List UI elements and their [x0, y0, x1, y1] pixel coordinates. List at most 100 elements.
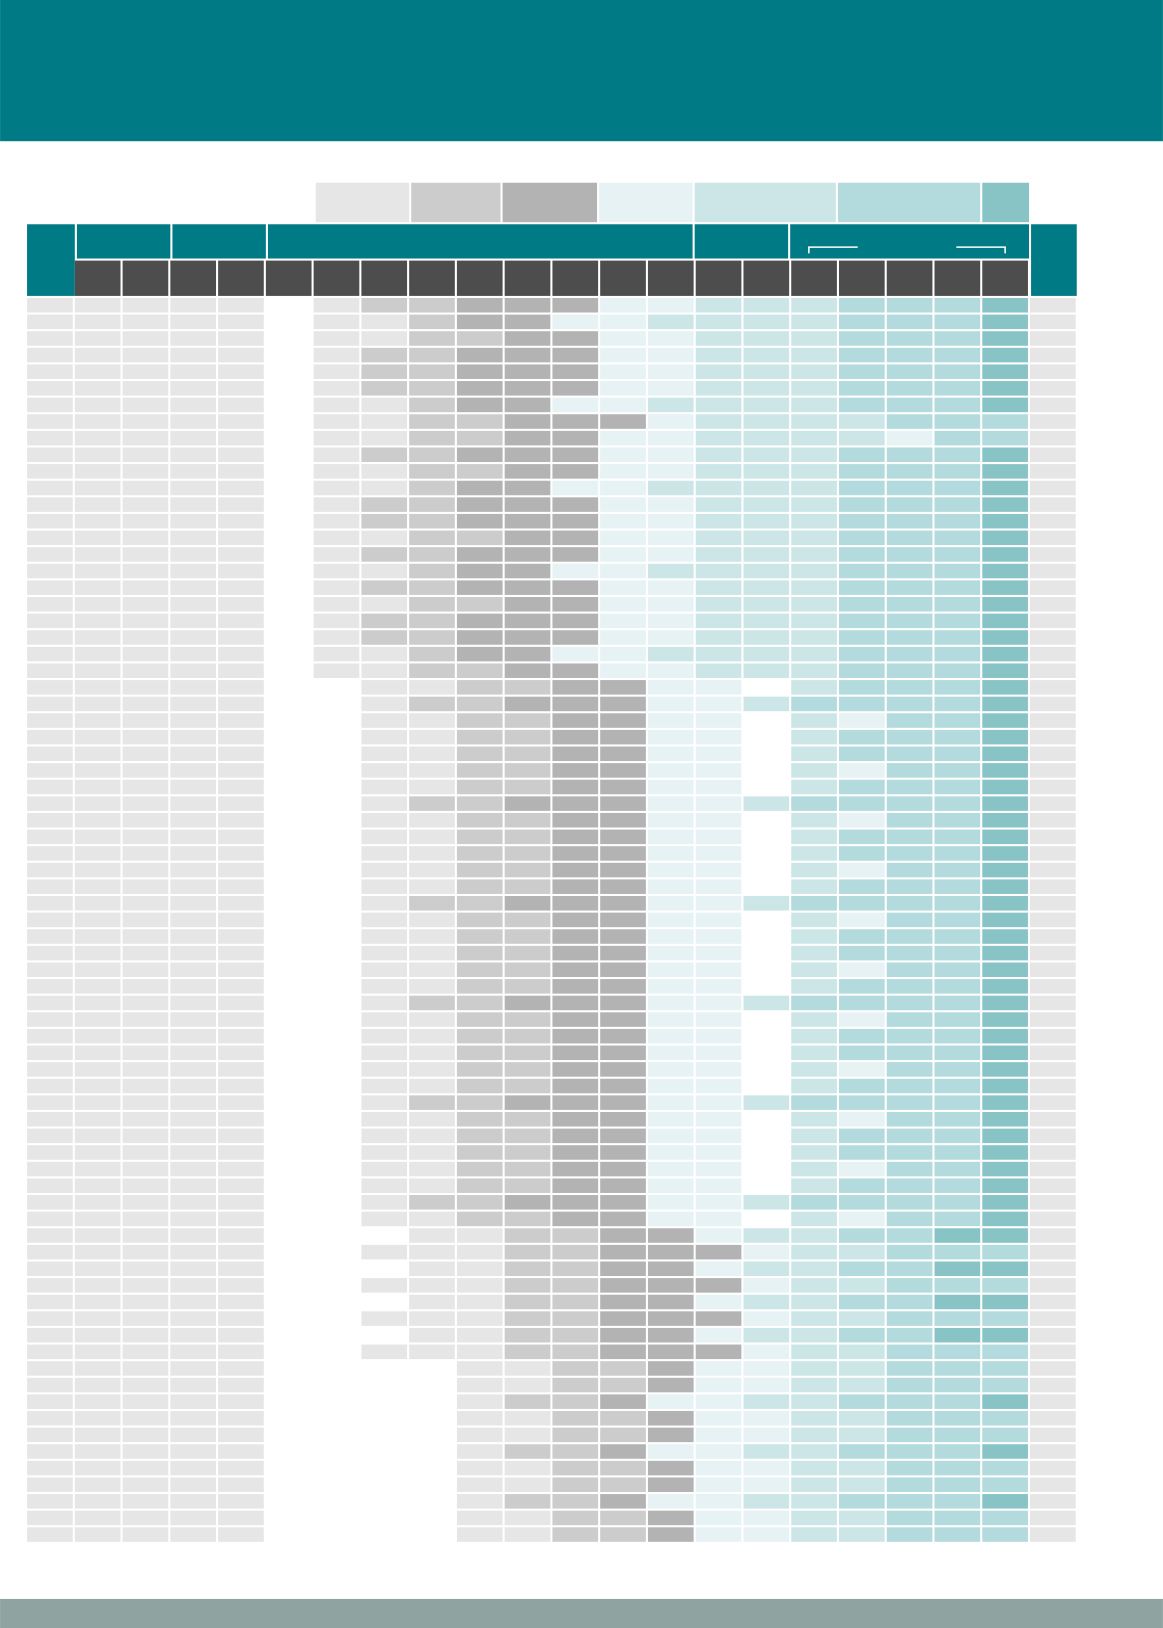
row-cell	[886, 696, 933, 712]
row-cell	[74, 763, 121, 778]
row-cell	[600, 1444, 646, 1459]
row-cell	[218, 862, 264, 878]
row-cell	[504, 513, 551, 529]
row-cell	[170, 896, 217, 911]
row-cell	[647, 879, 694, 894]
subheader-cell	[409, 260, 455, 296]
row-cell	[409, 397, 455, 413]
row-cell	[982, 563, 1028, 579]
row-cell	[791, 1510, 837, 1526]
row-cell	[27, 1261, 73, 1277]
row-cell	[456, 297, 503, 313]
row-cell	[600, 1477, 646, 1492]
row-cell	[838, 331, 885, 346]
row-cell	[791, 995, 837, 1011]
row-cell	[1030, 1045, 1076, 1061]
row-cell	[409, 447, 455, 463]
row-cell	[27, 1278, 73, 1293]
row-cell	[886, 314, 933, 330]
row-cell	[1030, 912, 1076, 928]
row-cell	[504, 1361, 551, 1376]
row-cell	[600, 1111, 646, 1127]
row-cell	[27, 1145, 73, 1160]
row-cell	[313, 663, 360, 678]
row-cell	[600, 1261, 646, 1277]
row-cell	[456, 862, 503, 878]
row-cell	[552, 1111, 599, 1127]
row-cell	[647, 1045, 694, 1061]
row-cell	[74, 962, 121, 978]
row-cell	[313, 597, 360, 612]
row-cell	[409, 779, 455, 795]
row-cell	[838, 1078, 885, 1094]
row-cell	[122, 945, 169, 961]
row-cell	[170, 1477, 217, 1492]
row-cell	[600, 1145, 646, 1160]
row-cell	[982, 680, 1028, 695]
row-cell	[504, 1178, 551, 1193]
row-cell	[504, 879, 551, 894]
row-cell	[886, 1244, 933, 1260]
row-cell	[886, 1178, 933, 1193]
row-cell	[74, 896, 121, 911]
row-cell	[74, 1244, 121, 1260]
row-cell	[934, 663, 981, 678]
row-cell	[409, 729, 455, 745]
row-cell	[791, 530, 837, 546]
row-cell	[170, 1278, 217, 1293]
row-cell	[552, 945, 599, 961]
row-cell	[600, 1078, 646, 1094]
row-cell	[122, 746, 169, 762]
row-cell	[600, 314, 646, 330]
row-cell	[791, 912, 837, 928]
row-cell	[74, 364, 121, 379]
row-cell	[791, 1128, 837, 1144]
row-cell	[122, 613, 169, 629]
row-cell	[122, 381, 169, 396]
row-cell	[552, 1211, 599, 1227]
row-cell	[27, 497, 73, 512]
row-cell	[934, 464, 981, 479]
row-cell	[886, 1510, 933, 1526]
row-cell	[982, 1028, 1028, 1044]
row-cell	[27, 1311, 73, 1326]
row-cell	[600, 1128, 646, 1144]
row-cell	[409, 347, 455, 363]
row-cell	[791, 696, 837, 712]
row-cell	[409, 414, 455, 429]
row-cell	[74, 1128, 121, 1144]
row-cell	[647, 812, 694, 828]
row-cell	[791, 862, 837, 878]
row-cell	[456, 1460, 503, 1476]
row-cell	[27, 1128, 73, 1144]
row-cell	[27, 862, 73, 878]
row-cell	[838, 580, 885, 595]
row-cell	[74, 1361, 121, 1376]
subheader-cell	[695, 260, 742, 296]
row-cell	[170, 1311, 217, 1326]
row-cell	[982, 929, 1028, 944]
row-cell	[122, 1012, 169, 1027]
row-cell	[552, 381, 599, 396]
row-cell	[934, 1361, 981, 1376]
row-cell	[27, 547, 73, 562]
row-cell	[647, 713, 694, 728]
row-cell	[886, 1028, 933, 1044]
row-cell	[218, 929, 264, 944]
row-cell	[838, 613, 885, 629]
row-cell	[170, 779, 217, 795]
row-cell	[934, 962, 981, 978]
row-cell	[552, 1028, 599, 1044]
row-cell	[456, 729, 503, 745]
row-cell	[982, 314, 1028, 330]
row-cell	[886, 912, 933, 928]
row-cell	[74, 646, 121, 662]
row-cell	[838, 680, 885, 695]
row-cell	[886, 1078, 933, 1094]
row-cell	[791, 746, 837, 762]
row-cell	[409, 1028, 455, 1044]
row-cell	[74, 1444, 121, 1459]
row-cell	[218, 1278, 264, 1293]
row-cell	[791, 1377, 837, 1393]
row-cell	[982, 812, 1028, 828]
